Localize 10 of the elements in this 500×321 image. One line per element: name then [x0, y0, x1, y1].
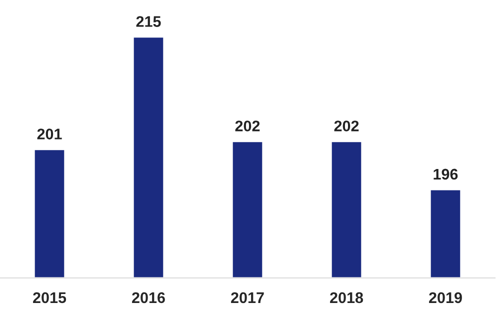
data-label: 202	[235, 120, 260, 132]
x-tick-label: 2016	[132, 292, 165, 304]
data-label: 202	[334, 120, 359, 132]
x-tick-label: 2019	[429, 292, 462, 304]
x-tick-label: 2018	[330, 292, 364, 304]
data-label: 215	[136, 16, 161, 27]
x-tick-label: 2015	[33, 292, 66, 304]
data-label: 196	[434, 168, 458, 180]
x-tick-label: 2017	[231, 292, 264, 304]
data-label: 201	[37, 128, 62, 140]
